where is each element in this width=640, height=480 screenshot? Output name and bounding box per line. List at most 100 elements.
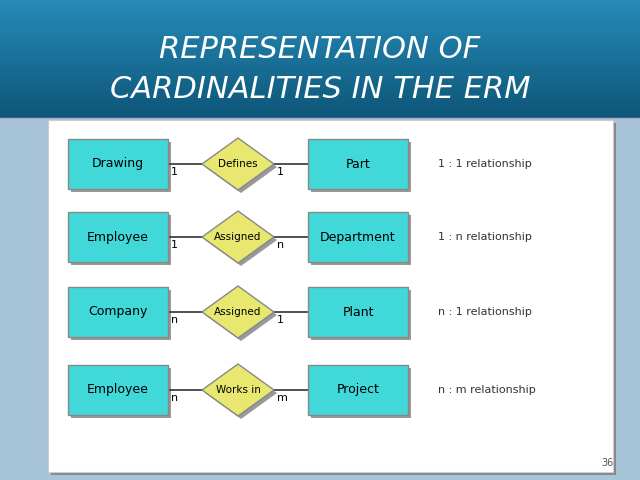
Text: 1: 1 — [277, 167, 284, 177]
Bar — [0, 50, 640, 53]
Text: CARDINALITIES IN THE ERM: CARDINALITIES IN THE ERM — [109, 75, 531, 105]
Bar — [0, 41, 640, 43]
Bar — [311, 215, 411, 265]
Bar — [0, 48, 640, 51]
Bar — [48, 120, 613, 472]
Bar — [0, 25, 640, 27]
Text: Plant: Plant — [342, 305, 374, 319]
Text: n : 1 relationship: n : 1 relationship — [438, 307, 532, 317]
Bar — [0, 102, 640, 104]
Bar — [0, 70, 640, 73]
Bar — [68, 287, 168, 337]
Bar — [0, 31, 640, 34]
Bar — [0, 39, 640, 41]
Bar — [0, 66, 640, 69]
Bar — [0, 76, 640, 79]
Bar — [0, 108, 640, 110]
Bar — [0, 78, 640, 81]
Bar — [0, 59, 640, 61]
Bar — [0, 74, 640, 77]
Text: 1 : n relationship: 1 : n relationship — [438, 232, 532, 242]
Bar — [0, 96, 640, 98]
Text: Company: Company — [88, 305, 148, 319]
Bar — [0, 3, 640, 6]
Bar — [0, 90, 640, 93]
Bar — [308, 365, 408, 415]
Bar — [68, 139, 168, 189]
Bar — [0, 98, 640, 100]
Bar — [0, 104, 640, 106]
Bar — [0, 57, 640, 59]
Text: n: n — [277, 240, 284, 250]
Bar — [0, 55, 640, 57]
Bar — [0, 0, 640, 2]
Polygon shape — [202, 211, 274, 263]
Polygon shape — [205, 367, 277, 419]
Bar — [71, 215, 171, 265]
Text: 1: 1 — [171, 240, 178, 250]
Bar — [0, 86, 640, 88]
Bar — [0, 9, 640, 12]
Bar — [0, 82, 640, 84]
Polygon shape — [202, 138, 274, 190]
Bar — [0, 60, 640, 63]
Bar — [0, 27, 640, 29]
Text: m: m — [277, 393, 288, 403]
Bar — [0, 37, 640, 39]
Bar — [0, 84, 640, 86]
Bar — [0, 21, 640, 24]
Bar — [71, 368, 171, 418]
Bar — [68, 365, 168, 415]
Bar — [308, 139, 408, 189]
Bar — [0, 88, 640, 90]
Text: Works in: Works in — [216, 385, 260, 395]
Bar — [311, 368, 411, 418]
Bar — [0, 112, 640, 114]
Polygon shape — [202, 364, 274, 416]
Bar — [0, 64, 640, 67]
Text: Department: Department — [320, 230, 396, 243]
Text: n: n — [171, 315, 178, 325]
Bar — [0, 13, 640, 16]
Bar — [0, 19, 640, 22]
Text: Assigned: Assigned — [214, 232, 262, 242]
Bar — [0, 47, 640, 49]
Bar — [0, 35, 640, 37]
Bar — [68, 212, 168, 262]
Bar — [311, 290, 411, 340]
Bar — [0, 100, 640, 102]
Polygon shape — [205, 289, 277, 341]
Text: Drawing: Drawing — [92, 157, 144, 170]
Bar — [0, 106, 640, 108]
Text: Defines: Defines — [218, 159, 258, 169]
Bar — [0, 15, 640, 18]
Bar — [71, 290, 171, 340]
Bar — [0, 68, 640, 71]
Text: Employee: Employee — [87, 230, 149, 243]
Text: Project: Project — [337, 384, 380, 396]
Bar — [0, 109, 640, 112]
Bar — [0, 53, 640, 55]
Bar — [308, 287, 408, 337]
Bar — [0, 72, 640, 75]
Text: Employee: Employee — [87, 384, 149, 396]
Bar — [311, 142, 411, 192]
Text: Assigned: Assigned — [214, 307, 262, 317]
Polygon shape — [202, 286, 274, 338]
Bar — [308, 212, 408, 262]
Bar — [0, 5, 640, 8]
Bar — [0, 94, 640, 96]
Bar — [0, 80, 640, 83]
Bar — [0, 17, 640, 20]
Text: 1: 1 — [171, 167, 178, 177]
Text: REPRESENTATION OF: REPRESENTATION OF — [159, 36, 481, 64]
Bar — [0, 7, 640, 10]
Text: 1 : 1 relationship: 1 : 1 relationship — [438, 159, 532, 169]
Bar — [0, 43, 640, 45]
Bar — [0, 33, 640, 36]
Bar — [0, 45, 640, 47]
Text: 1: 1 — [277, 315, 284, 325]
Text: Part: Part — [346, 157, 371, 170]
Polygon shape — [205, 141, 277, 193]
Bar — [71, 142, 171, 192]
